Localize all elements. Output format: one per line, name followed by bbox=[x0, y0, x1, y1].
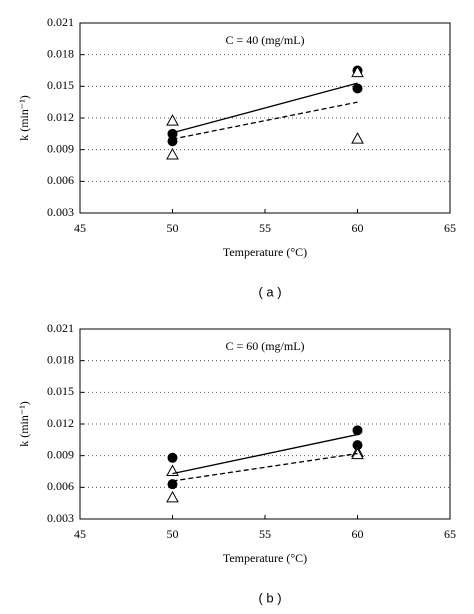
plot-frame bbox=[79, 22, 451, 214]
x-tick-label: 55 bbox=[259, 221, 271, 235]
point bbox=[167, 136, 178, 147]
x-tick-label: 45 bbox=[74, 527, 86, 541]
point bbox=[166, 114, 179, 126]
trend-line bbox=[172, 82, 358, 134]
x-axis-label: Temperature (°C) bbox=[223, 551, 307, 565]
y-tick-label: 0.018 bbox=[47, 352, 74, 366]
y-tick-label: 0.006 bbox=[47, 173, 74, 187]
y-tick-label: 0.003 bbox=[47, 205, 74, 219]
point bbox=[166, 490, 179, 503]
trend-line bbox=[172, 452, 358, 482]
caption: ( a ) bbox=[258, 284, 281, 299]
trend-line bbox=[172, 433, 358, 475]
y-tick-label: 0.012 bbox=[47, 416, 74, 430]
x-tick-label: 50 bbox=[167, 527, 179, 541]
annotation: C = 40 (mg/mL) bbox=[225, 33, 304, 47]
y-tick-label: 0.015 bbox=[47, 78, 74, 92]
x-tick-label: 45 bbox=[74, 221, 86, 235]
y-tick-label: 0.021 bbox=[47, 15, 74, 29]
point bbox=[166, 464, 179, 476]
point bbox=[166, 147, 179, 160]
point bbox=[352, 425, 363, 436]
y-tick-label: 0.009 bbox=[47, 141, 74, 155]
x-tick-label: 50 bbox=[167, 221, 179, 235]
point bbox=[167, 452, 178, 463]
x-axis-label: Temperature (°C) bbox=[223, 245, 307, 259]
y-tick-label: 0.021 bbox=[47, 321, 74, 335]
annotation: C = 60 (mg/mL) bbox=[225, 339, 304, 353]
x-tick-label: 60 bbox=[352, 221, 364, 235]
caption: ( b ) bbox=[258, 590, 281, 605]
y-tick-label: 0.009 bbox=[47, 447, 74, 461]
plot-frame bbox=[79, 328, 451, 520]
point bbox=[352, 440, 363, 451]
point bbox=[351, 132, 364, 144]
x-tick-label: 65 bbox=[444, 221, 456, 235]
y-axis-label: k (min⁻¹) bbox=[17, 401, 31, 447]
point bbox=[351, 65, 364, 78]
point bbox=[352, 83, 363, 94]
x-tick-label: 65 bbox=[444, 527, 456, 541]
y-axis-label: k (min⁻¹) bbox=[17, 95, 31, 141]
point bbox=[167, 479, 178, 490]
y-tick-label: 0.018 bbox=[47, 46, 74, 60]
x-tick-label: 55 bbox=[259, 527, 271, 541]
y-tick-label: 0.015 bbox=[47, 384, 74, 398]
y-tick-label: 0.006 bbox=[47, 479, 74, 493]
point bbox=[167, 128, 178, 139]
y-tick-label: 0.012 bbox=[47, 110, 74, 124]
x-tick-label: 60 bbox=[352, 527, 364, 541]
y-tick-label: 0.003 bbox=[47, 511, 74, 525]
